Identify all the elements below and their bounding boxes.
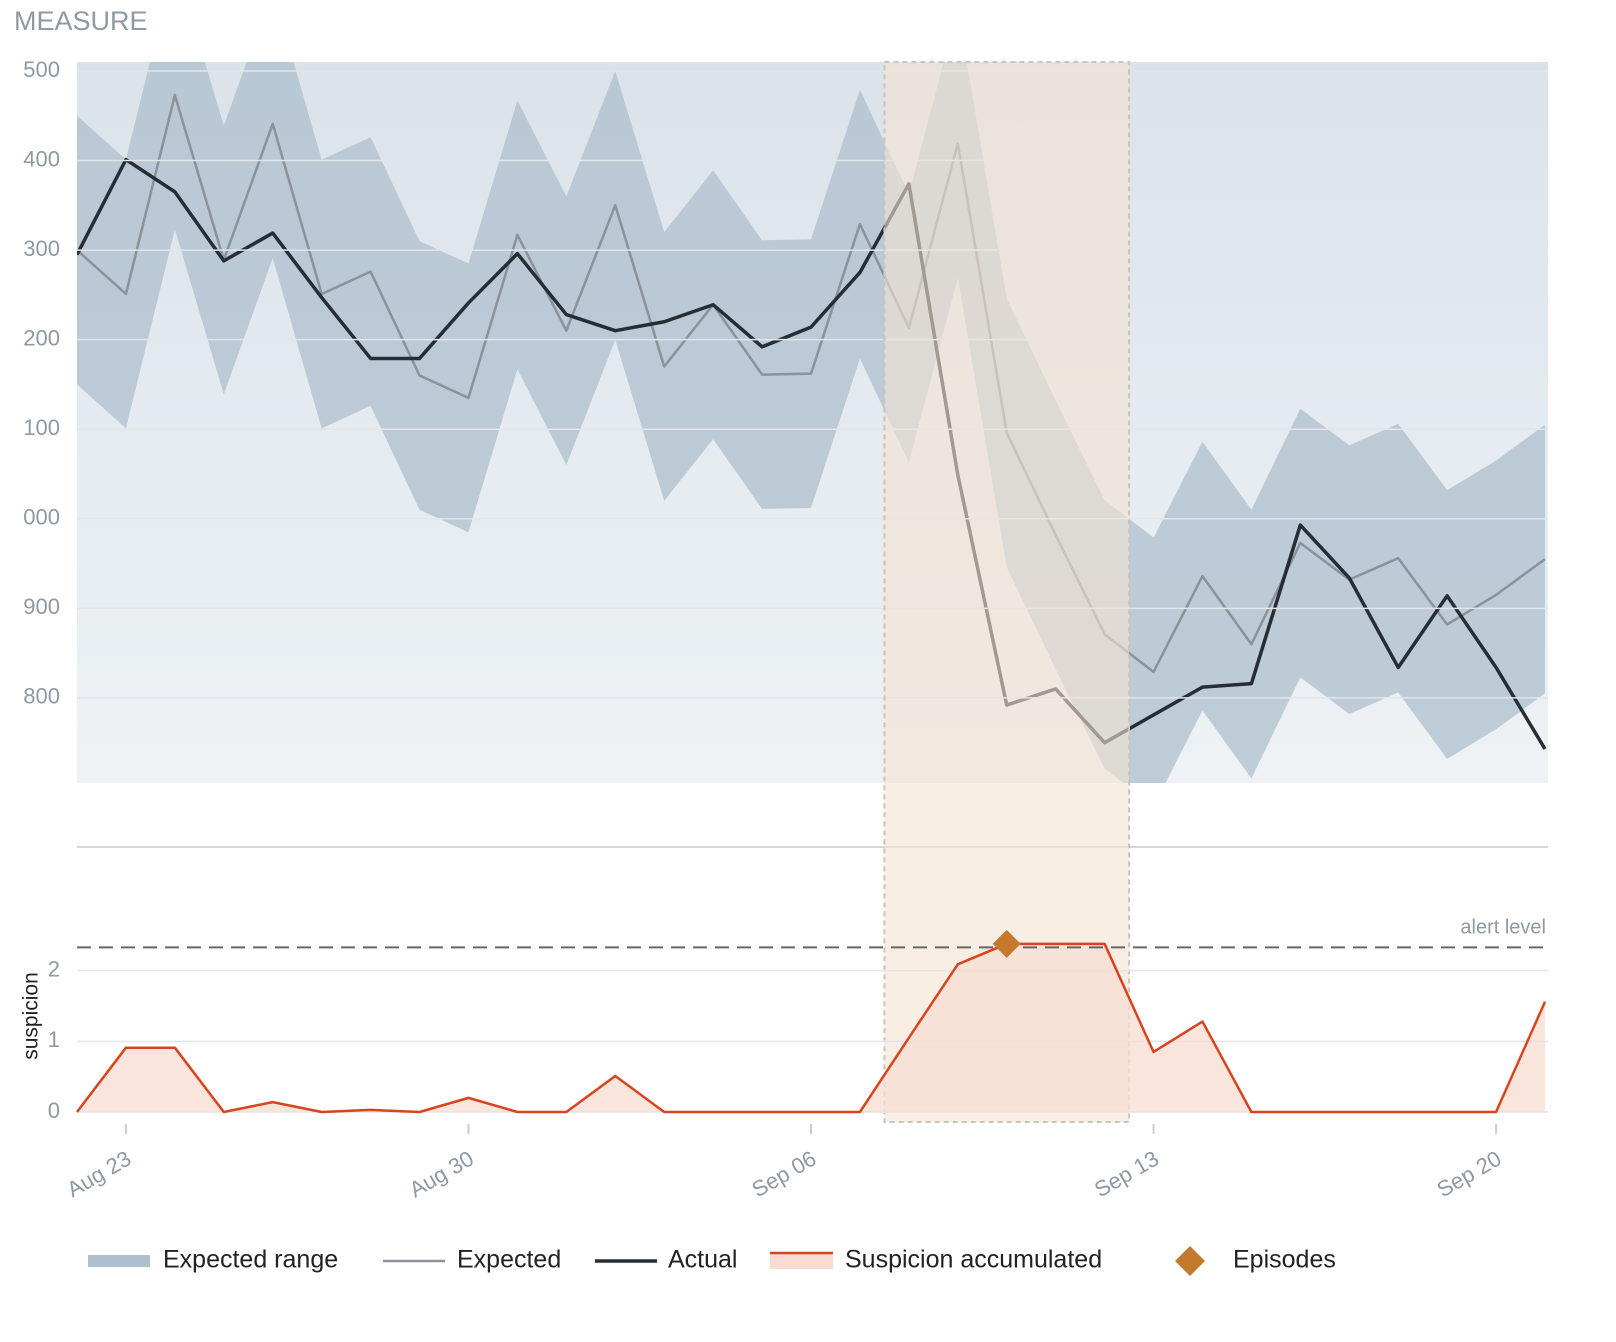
- legend-label: Expected range: [163, 1246, 338, 1274]
- legend-label: Suspicion accumulated: [845, 1246, 1102, 1274]
- x-tick-label: Aug 23: [62, 1146, 135, 1203]
- suspicion-area: [77, 943, 1545, 1112]
- y-tick-label: 2: [48, 956, 60, 981]
- y-tick-label: 300: [23, 236, 60, 261]
- expected-line: [77, 93, 1546, 674]
- legend-swatch: [1175, 1246, 1205, 1276]
- y-tick-label: 1: [48, 1027, 60, 1052]
- x-tick-label: Sep 20: [1433, 1146, 1506, 1203]
- y-tick-label: 0: [48, 1098, 60, 1123]
- y-tick-label: 900: [23, 594, 60, 619]
- y-tick-label: 400: [23, 146, 60, 171]
- legend-label: Episodes: [1233, 1246, 1336, 1274]
- actual-line: [77, 157, 1547, 750]
- episode-marker: [992, 929, 1021, 958]
- legend-label: Expected: [457, 1246, 561, 1274]
- top-plot: [77, 62, 1547, 783]
- alert-label: alert level: [1460, 917, 1546, 939]
- y-tick-label: 000: [23, 505, 60, 530]
- x-tick-label: Sep 13: [1090, 1146, 1163, 1203]
- suspicion-line: [76, 942, 1547, 1114]
- x-tick-label: Sep 06: [748, 1146, 821, 1203]
- y-tick-label: 800: [23, 684, 60, 709]
- legend-label: Actual: [668, 1246, 737, 1274]
- x-tick-label: Aug 30: [405, 1146, 478, 1203]
- expected-range: [77, 62, 1545, 783]
- y-tick-label: 200: [23, 325, 60, 350]
- legend-swatch: [770, 1253, 833, 1269]
- y-axis-label: suspicion: [20, 972, 43, 1060]
- legend-swatch: [88, 1255, 150, 1267]
- y-tick-label: 500: [23, 57, 60, 82]
- chart-title: MEASURE: [14, 6, 148, 36]
- y-tick-label: 100: [23, 415, 60, 440]
